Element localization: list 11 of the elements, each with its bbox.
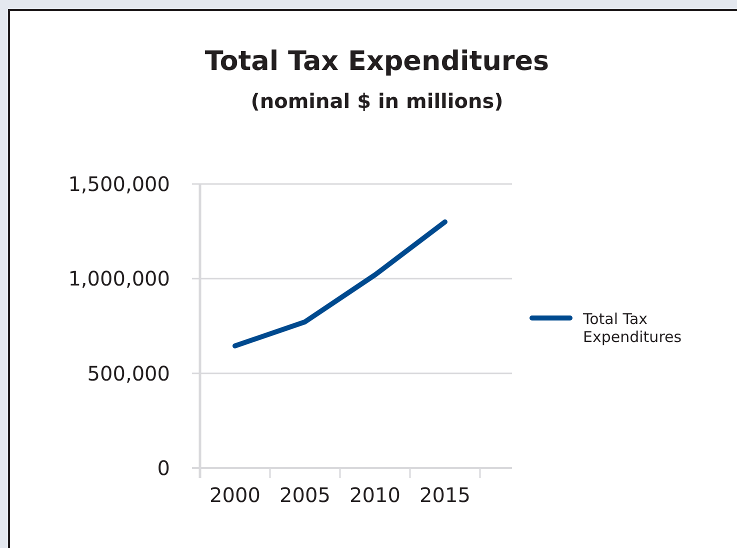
chart-title: Total Tax Expenditures [204,46,550,77]
x-tick-label: 2015 [420,483,470,507]
y-tick-label: 0 [157,456,170,480]
y-tick-label: 1,500,000 [68,172,170,196]
legend-label: Total Tax Expenditures [582,310,682,346]
chart-subtitle: (nominal $ in millions) [250,89,504,113]
x-tick-label: 2005 [280,483,330,507]
y-tick-label: 1,000,000 [68,266,170,291]
x-tick-label: 2010 [350,483,400,507]
x-tick-label: 2000 [210,483,260,507]
y-tick-label: 500,000 [87,361,170,386]
